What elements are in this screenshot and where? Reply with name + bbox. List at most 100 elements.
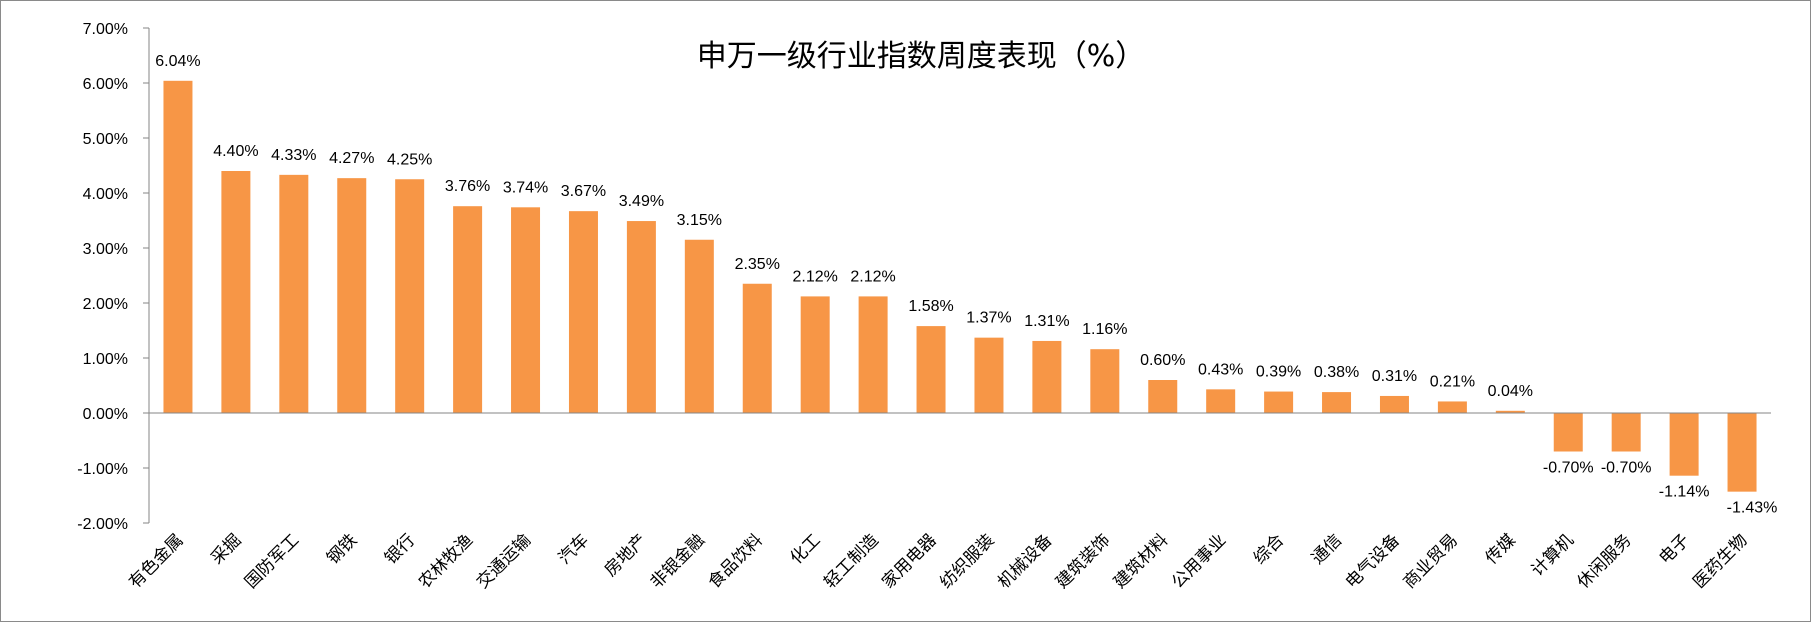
bar: [337, 178, 367, 413]
bar: [1090, 349, 1120, 413]
x-category-label: 综合: [1250, 530, 1288, 568]
x-category-label: 商业贸易: [1400, 530, 1462, 592]
x-category-label: 机械设备: [994, 530, 1056, 592]
y-tick-label: 0.00%: [83, 406, 128, 423]
x-category-label: 汽车: [555, 530, 593, 568]
data-labels: 6.04% 4.40% 4.33% 4.27% 4.25% 3.76% 3.74% 3.67%…: [155, 53, 1777, 517]
bar: [395, 179, 425, 413]
data-label: 4.33%: [271, 147, 316, 164]
bar: [742, 283, 772, 413]
x-category-label: 非银金融: [647, 530, 709, 592]
data-label: -0.70%: [1543, 460, 1594, 477]
bar: [1611, 413, 1641, 452]
x-category-label: 房地产: [601, 530, 651, 580]
data-label: -1.43%: [1727, 500, 1778, 517]
x-category-label: 家用电器: [878, 530, 940, 592]
x-category-label: 银行: [381, 530, 419, 568]
data-label: 2.12%: [792, 268, 837, 285]
bar: [916, 326, 946, 413]
x-category-label: 交通运输: [473, 530, 535, 592]
x-category-label: 传媒: [1482, 530, 1520, 568]
bar: [1148, 380, 1178, 413]
bar: [568, 211, 598, 413]
bar: [1553, 413, 1583, 452]
data-label: 0.31%: [1372, 368, 1417, 385]
y-tick-label: 7.00%: [83, 21, 128, 38]
bar: [1727, 413, 1757, 492]
x-category-label: 纺织服装: [936, 530, 998, 592]
data-label: 2.12%: [850, 268, 895, 285]
data-label: 4.25%: [387, 151, 432, 168]
bar: [626, 221, 656, 413]
data-label: 0.39%: [1256, 364, 1301, 381]
y-tick-label: 6.00%: [83, 76, 128, 93]
x-category-label: 通信: [1308, 530, 1346, 568]
bar: [858, 296, 888, 413]
data-label: 0.38%: [1314, 364, 1359, 381]
data-label: -0.70%: [1601, 460, 1652, 477]
x-category-label: 化工: [787, 530, 825, 568]
data-label: 1.16%: [1082, 321, 1127, 338]
x-category-label: 采掘: [207, 530, 245, 568]
data-label: 3.67%: [561, 183, 606, 200]
y-tick-label: -2.00%: [77, 516, 128, 533]
x-category-label: 钢铁: [323, 530, 361, 568]
bar: [1437, 401, 1467, 413]
data-label: 0.21%: [1430, 373, 1475, 390]
x-category-label: 建筑材料: [1110, 530, 1172, 592]
bar: [1206, 389, 1236, 413]
y-tick-label: -1.00%: [77, 461, 128, 478]
bar: [1032, 340, 1062, 413]
bar: [511, 207, 541, 413]
x-category-label: 有色金属: [125, 530, 187, 592]
bar: [279, 174, 309, 413]
bar: [221, 171, 251, 413]
data-label: 1.58%: [908, 298, 953, 315]
data-label: 4.27%: [329, 150, 374, 167]
y-tick-label: 4.00%: [83, 186, 128, 203]
bar: [1264, 391, 1294, 413]
bar: [1322, 392, 1352, 413]
x-category-label: 农林牧渔: [415, 530, 477, 592]
chart-title: 申万一级行业指数周度表现（%）: [697, 39, 1146, 74]
bar: [800, 296, 830, 413]
data-label: 3.15%: [677, 212, 722, 229]
bar: [1669, 413, 1699, 476]
bar: [974, 337, 1004, 413]
x-category-label: 食品饮料: [705, 530, 767, 592]
y-tick-label: 5.00%: [83, 131, 128, 148]
data-label: 1.31%: [1024, 313, 1069, 330]
y-tick-label: 3.00%: [83, 241, 128, 258]
x-category-label: 轻工制造: [820, 530, 882, 592]
data-label: 0.04%: [1488, 383, 1533, 400]
y-tick-label: 1.00%: [83, 351, 128, 368]
data-label: 3.49%: [619, 193, 664, 210]
x-category-label: 休闲服务: [1573, 530, 1635, 592]
bar: [453, 206, 483, 413]
data-label: 3.74%: [503, 179, 548, 196]
bars: [163, 80, 1757, 492]
x-category-label: 国防军工: [241, 530, 303, 592]
y-tick-label: 2.00%: [83, 296, 128, 313]
data-label: 3.76%: [445, 178, 490, 195]
data-label: 6.04%: [155, 53, 200, 70]
data-label: -1.14%: [1659, 484, 1710, 501]
data-label: 4.40%: [213, 143, 258, 160]
bar: [1495, 410, 1525, 413]
x-category-label: 建筑装饰: [1052, 530, 1114, 592]
x-category-label: 公用事业: [1168, 530, 1230, 592]
x-category-label: 电子: [1655, 530, 1693, 568]
data-label: 1.37%: [966, 310, 1011, 327]
bar: [163, 80, 193, 414]
data-label: 0.60%: [1140, 352, 1185, 369]
x-category-label: 计算机: [1528, 530, 1578, 580]
x-category-label: 电气设备: [1342, 530, 1404, 592]
data-label: 0.43%: [1198, 361, 1243, 378]
y-axis: -2.00% -1.00% 0.00% 1.00% 2.00% 3.00% 4.00% 5.0…: [77, 21, 150, 533]
x-category-label: 医药生物: [1689, 530, 1751, 592]
data-label: 2.35%: [735, 256, 780, 273]
bar: [1379, 395, 1409, 413]
